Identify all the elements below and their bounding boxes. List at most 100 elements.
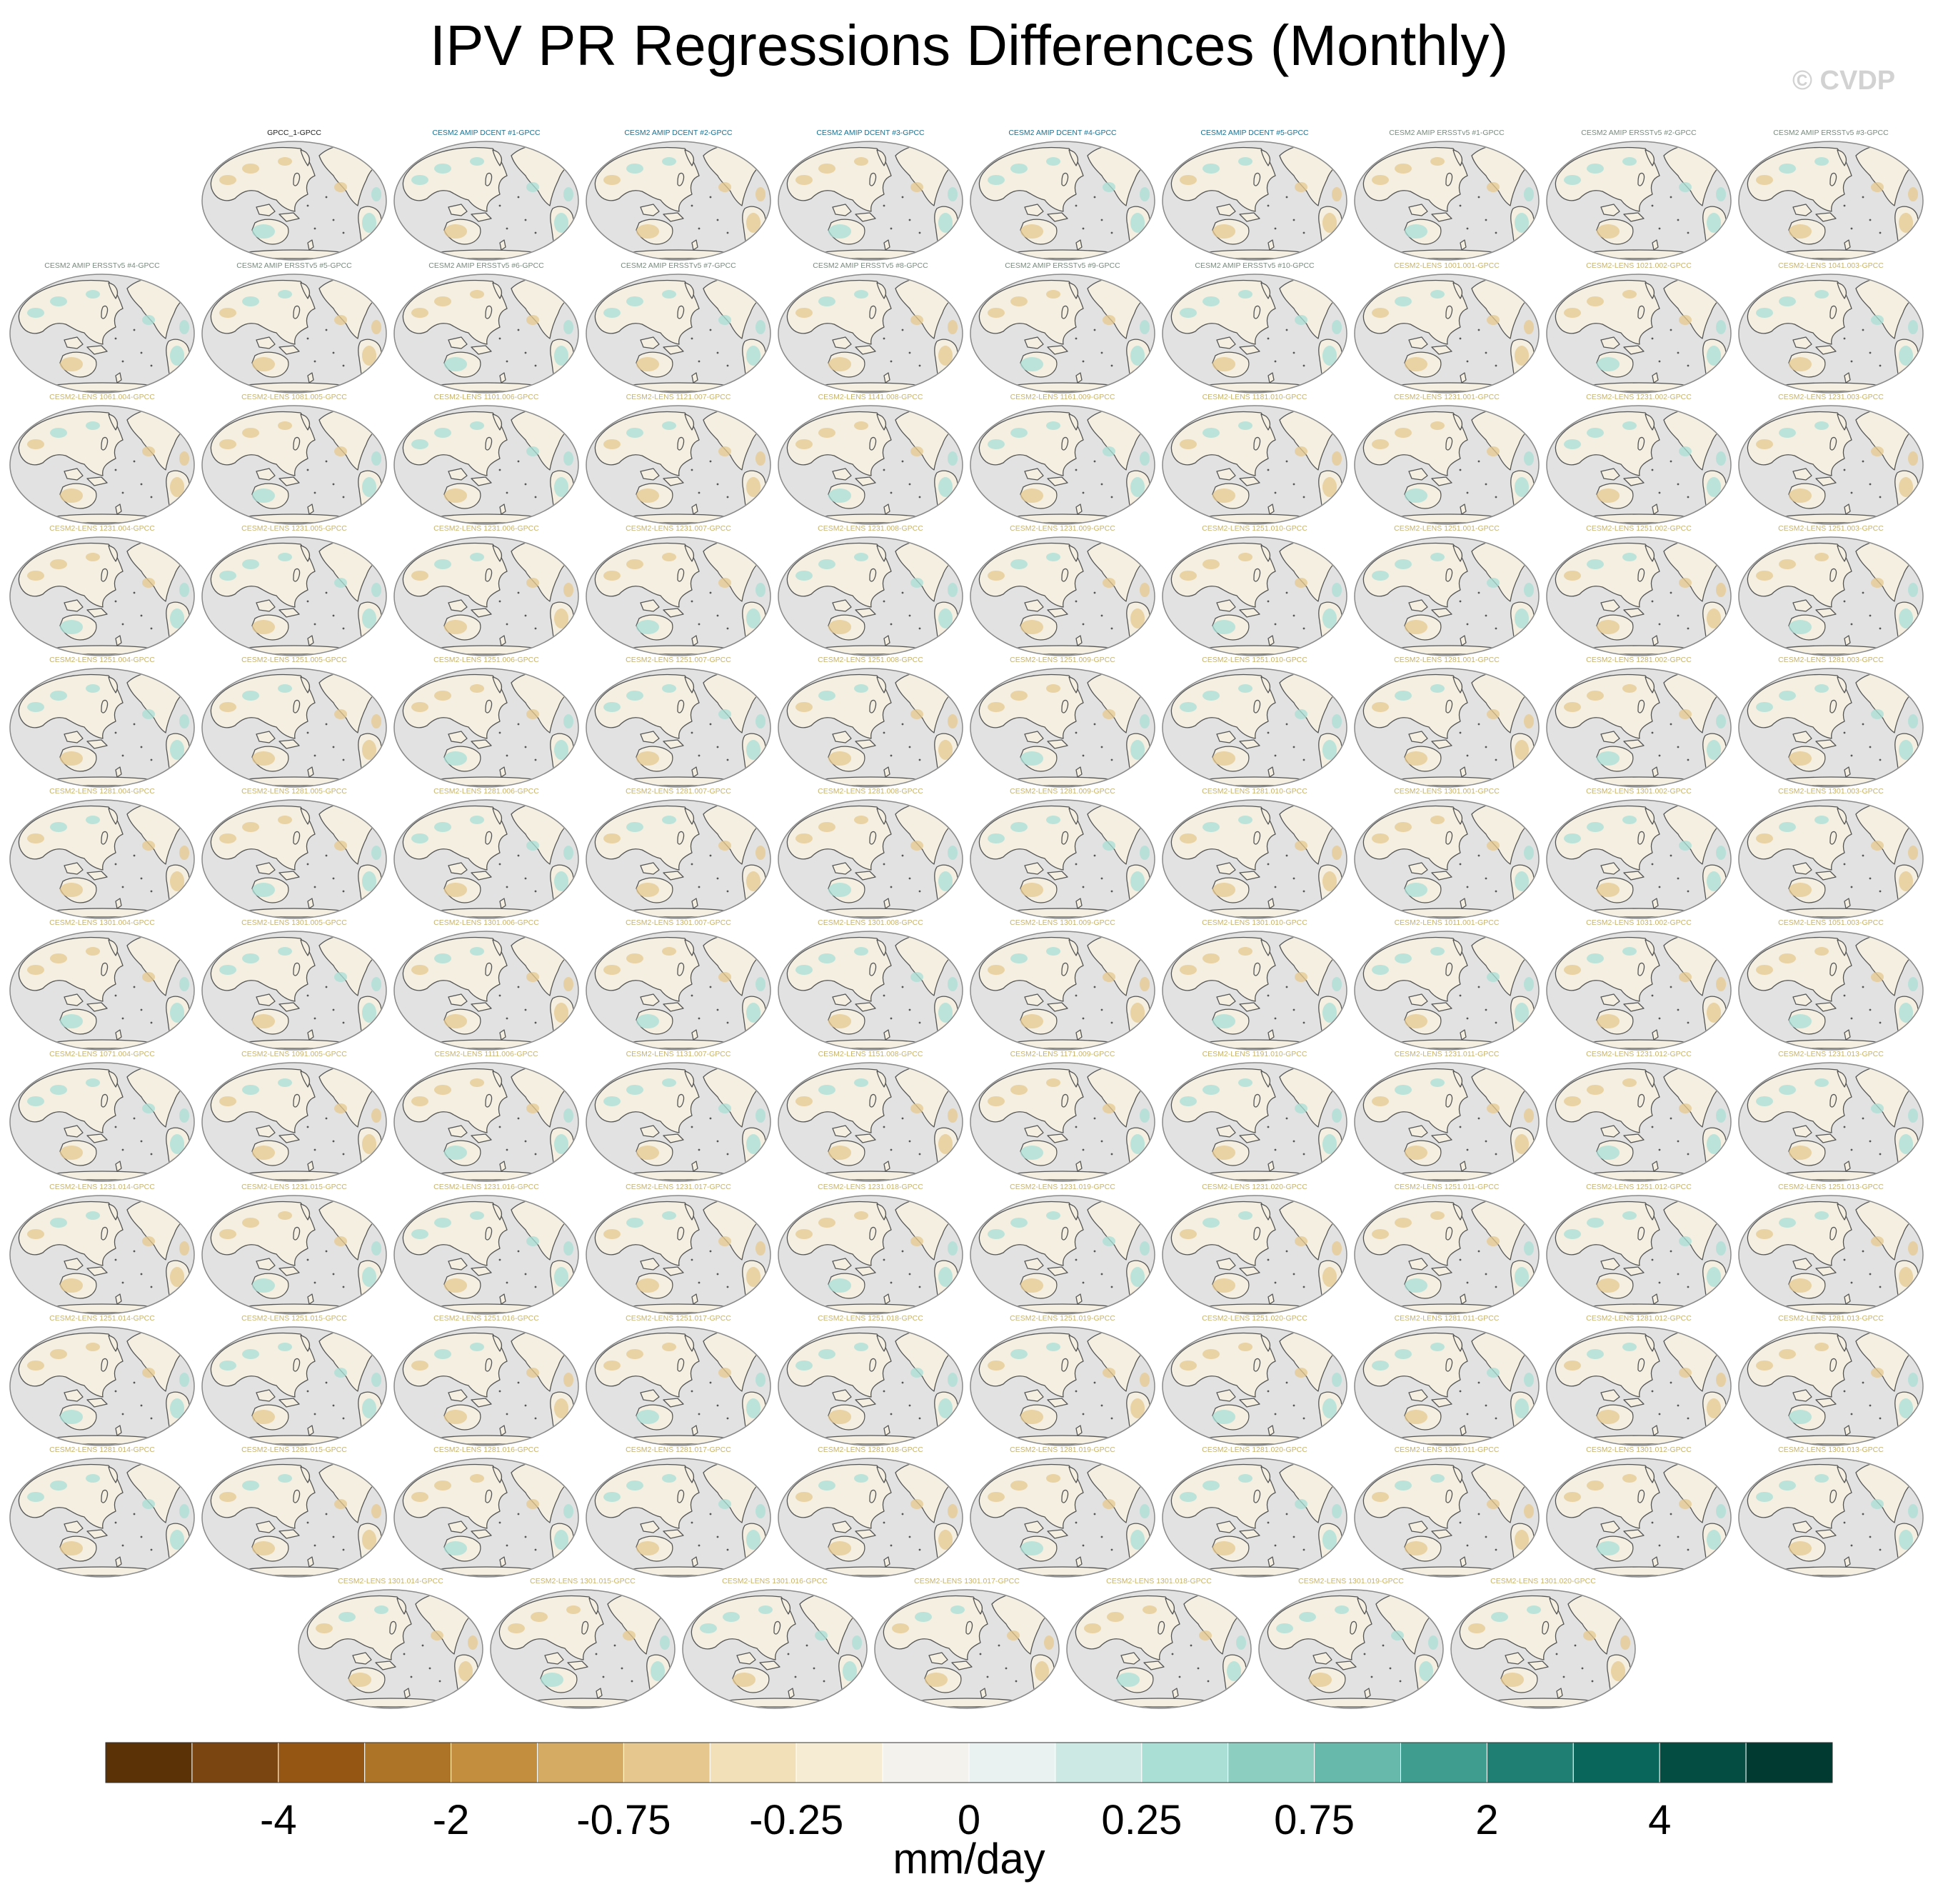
greenland-landmass [1323,669,1340,676]
maritime-continent-landmass [640,599,660,612]
wetter-patch [1524,1241,1534,1256]
maritime-continent-landmass [640,468,660,481]
island-marker [1302,496,1305,498]
japan-landmass [101,436,109,451]
island-marker [517,460,520,463]
island-marker [1285,591,1288,594]
wetter-patch [1515,213,1529,233]
new-zealand-landmass [1844,239,1851,251]
panel-title: CESM2-LENS 1281.016-GPCC [433,1445,539,1454]
drier-patch [1789,751,1812,766]
wetter-patch [470,553,484,561]
island-marker [342,1021,345,1024]
map-panel: CESM2-LENS 1281.002-GPCC [1545,656,1732,788]
wetter-patch [852,1635,862,1650]
colorbar-swatch [968,1742,1056,1783]
wetter-patch [1322,1003,1337,1023]
colorbar-swatch [1400,1742,1487,1783]
greenland-landmass [1131,1328,1148,1335]
kamchatka-landmass [1260,1335,1271,1352]
drier-patch [468,1635,478,1650]
drier-patch [1295,841,1307,851]
wetter-patch [1899,237,1907,249]
drier-patch [1789,1541,1812,1555]
drier-patch [219,1492,236,1502]
drier-patch [142,972,155,982]
island-marker [1363,1653,1366,1655]
japan-landmass [101,1226,109,1241]
island-marker [883,469,885,471]
island-marker [1292,483,1295,486]
map-panel: CESM2-LENS 1281.004-GPCC [9,787,196,920]
new-zealand-landmass [883,239,890,251]
island-marker [524,1008,527,1011]
wetter-patch [1395,1085,1412,1095]
new-guinea-landmass [1239,608,1260,618]
wetter-patch [563,1108,573,1123]
wetter-patch [1908,1373,1918,1387]
panel-title: CESM2-LENS 1251.010-GPCC [1202,656,1307,664]
island-marker [313,360,316,363]
island-marker [506,491,508,494]
wetter-patch [1814,684,1829,693]
wetter-patch [1395,296,1412,306]
panel-title: CESM2-LENS 1251.010-GPCC [1202,524,1307,533]
colorbar-swatch [1227,1742,1315,1783]
island-marker [1466,1148,1469,1151]
island-marker [1302,758,1305,761]
wetter-patch [170,896,179,907]
maritime-continent-landmass [1600,1125,1620,1138]
maritime-continent-landmass [640,993,660,1006]
new-zealand-landmass [307,1425,314,1436]
island-marker [1670,329,1672,331]
drier-patch [1309,1673,1332,1687]
drier-patch [362,1530,376,1550]
greenland-landmass [171,801,188,808]
drier-patch [411,702,428,712]
japan-landmass [485,568,493,582]
greenland-landmass [1131,1459,1148,1466]
drier-patch [938,1027,947,1038]
panel-title: CESM2-LENS 1251.014-GPCC [49,1314,155,1323]
drier-patch [1597,1410,1620,1424]
wetter-patch [718,709,731,719]
panel-title: CESM2-LENS 1151.008-GPCC [818,1050,923,1058]
drier-patch [334,1236,347,1246]
wetter-patch [179,1373,189,1387]
island-marker [823,1680,825,1683]
wetter-patch [1140,320,1150,334]
wetter-patch [1515,477,1529,497]
island-marker [498,1126,501,1128]
wetter-patch [1515,1398,1529,1418]
wetter-patch [252,224,275,239]
map-panel: CESM2-LENS 1231.017-GPCC [585,1183,772,1316]
drier-patch [1587,1480,1604,1490]
wetter-patch [746,237,755,249]
panel-title: CESM2-LENS 1281.004-GPCC [49,787,155,796]
island-marker [1082,1148,1085,1151]
island-marker [524,1140,527,1143]
new-zealand-landmass [691,1161,698,1172]
kamchatka-landmass [1837,414,1847,431]
island-marker [140,351,143,354]
drier-patch [1716,583,1726,597]
world-map [201,141,387,261]
new-zealand-landmass [1075,1029,1083,1041]
drier-patch [988,965,1005,975]
panel-title: CESM2-LENS 1231.017-GPCC [626,1183,731,1191]
drier-patch [1899,213,1913,233]
wetter-patch [60,1410,83,1424]
island-marker [1171,1653,1174,1655]
island-marker [698,1413,701,1416]
japan-landmass [1829,831,1837,845]
island-marker [140,1008,143,1011]
island-marker [1562,1675,1565,1678]
drier-patch [1020,1410,1043,1424]
greenland-landmass [747,538,764,545]
wetter-patch [1203,428,1220,438]
kamchatka-landmass [108,676,119,693]
world-map [393,931,579,1051]
wetter-patch [1130,1027,1139,1038]
greenland-landmass [1899,406,1917,414]
drier-patch [1322,1267,1337,1287]
